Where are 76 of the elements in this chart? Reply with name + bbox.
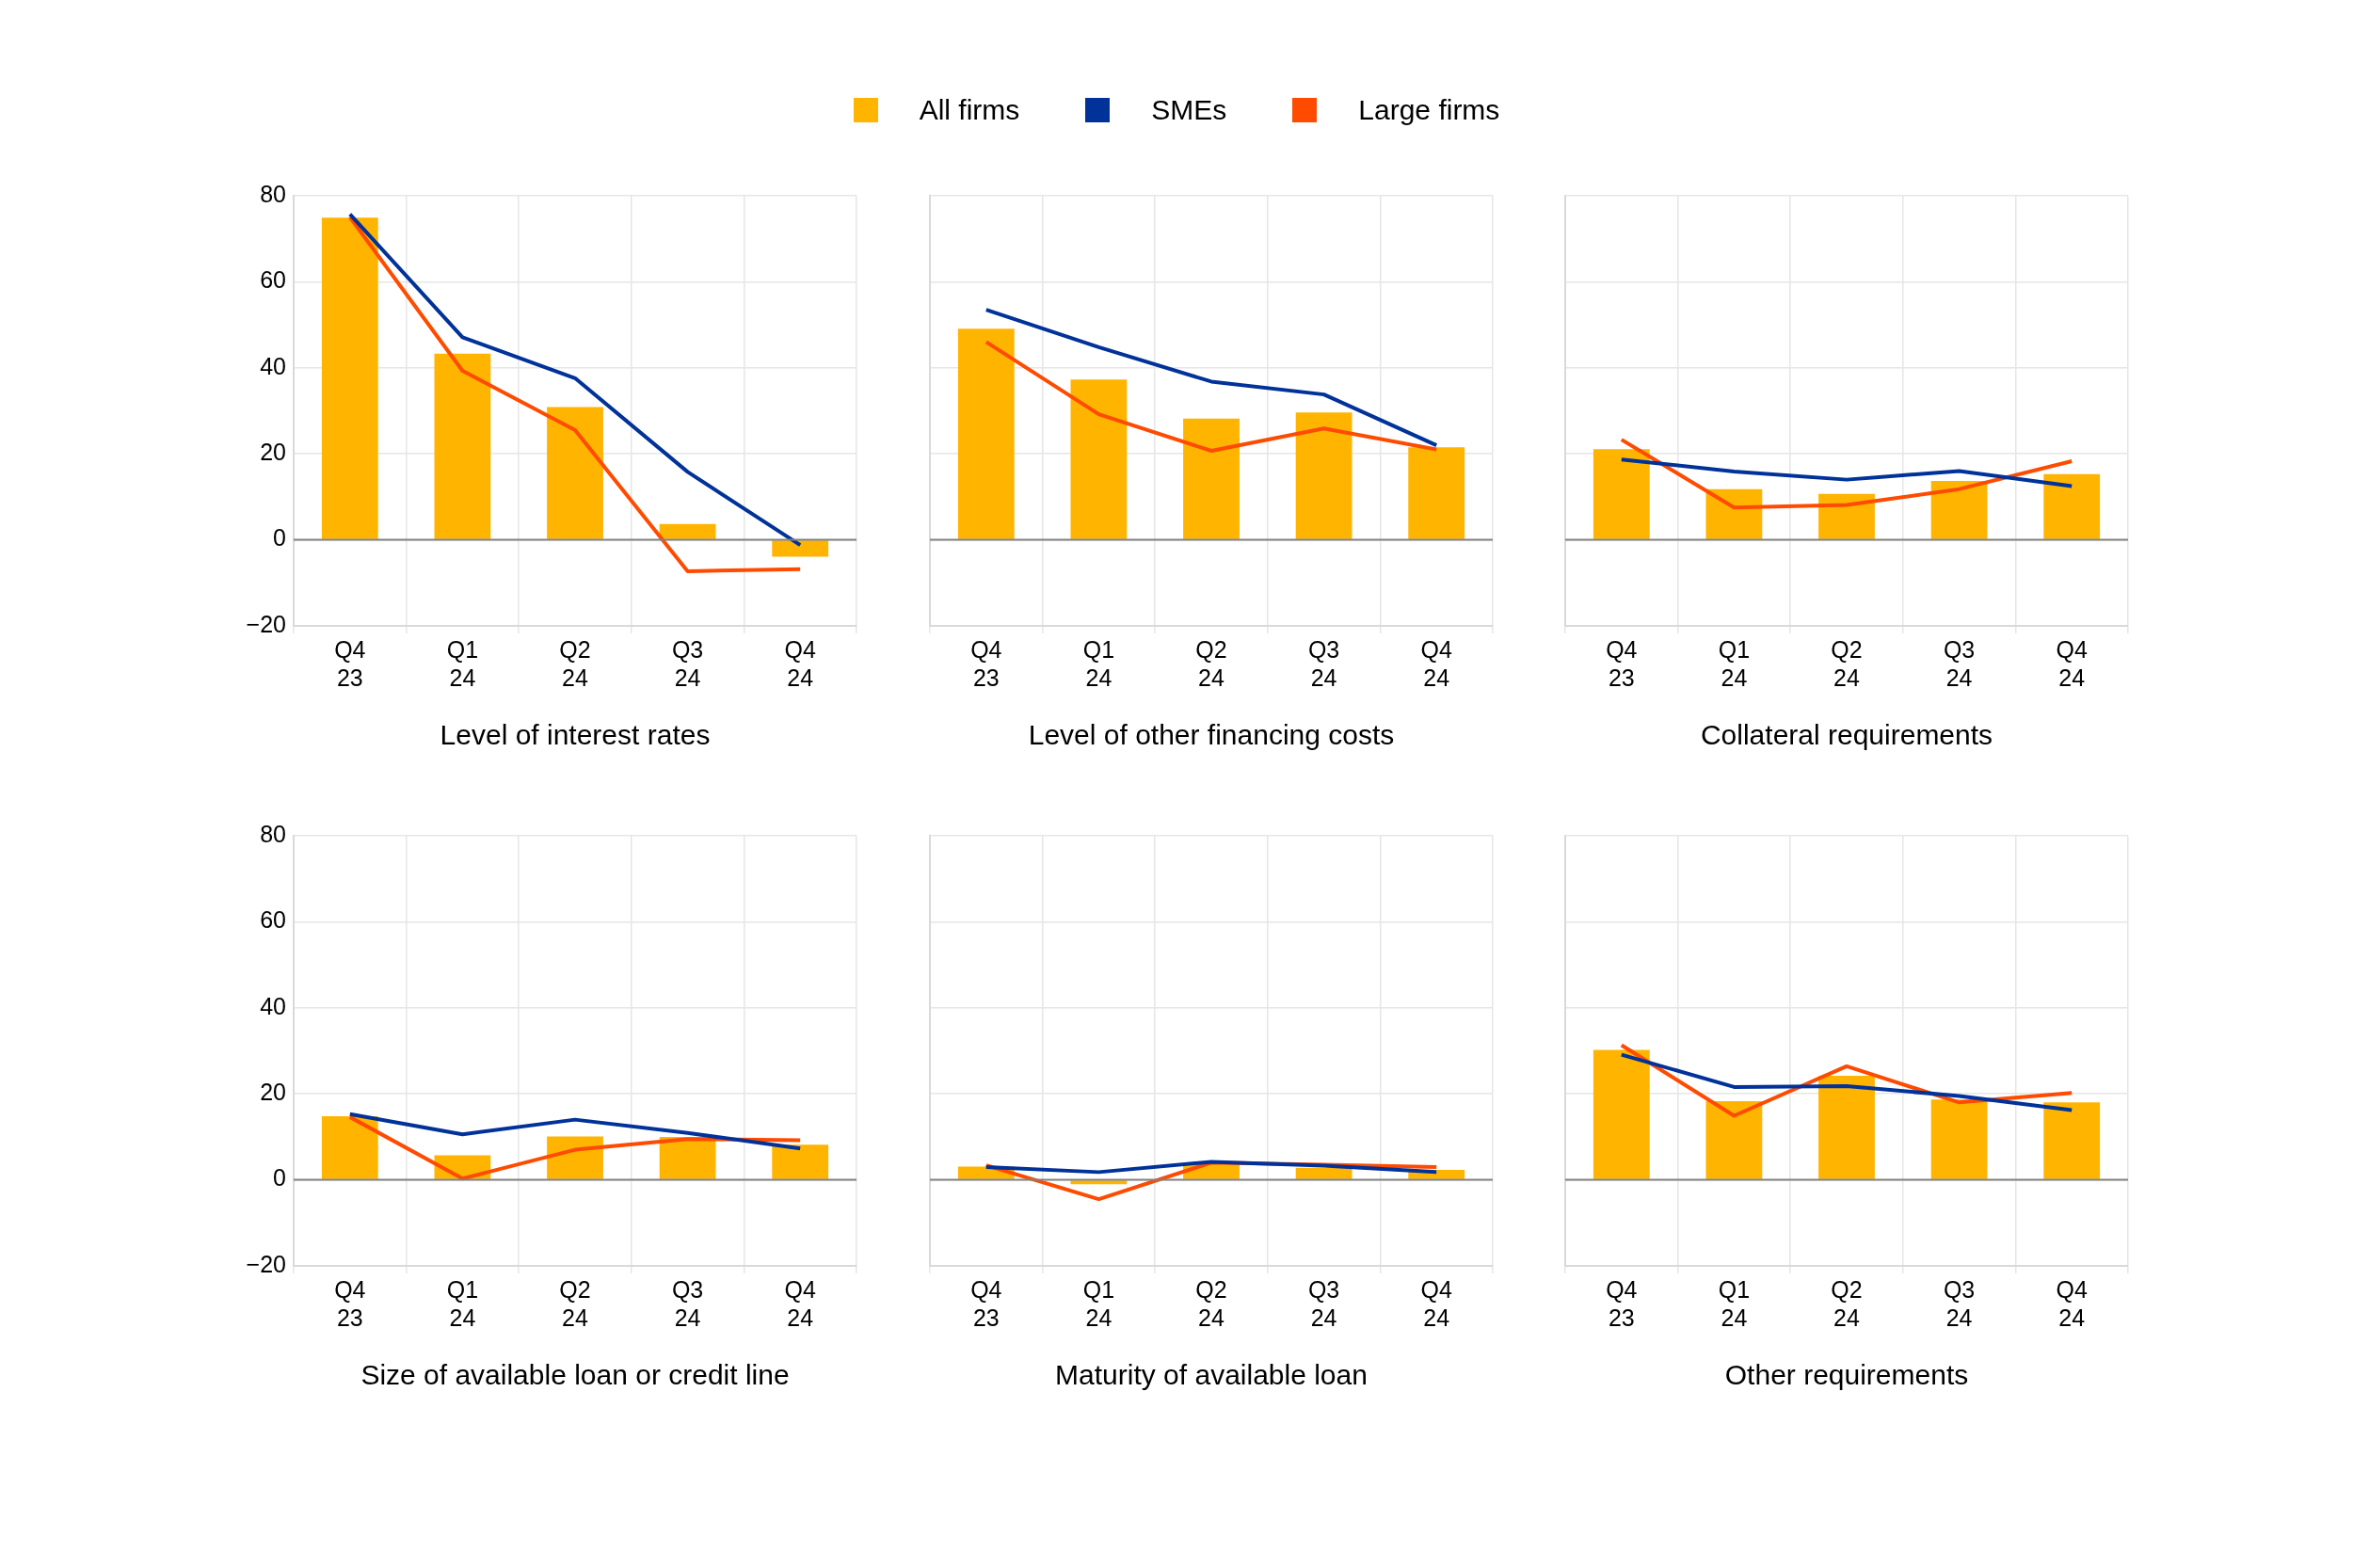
x-tick-label: Q2 24 <box>559 1275 591 1331</box>
bar <box>1705 488 1763 539</box>
x-tick-label: Q4 24 <box>784 1275 816 1331</box>
y-tick-label: −20 <box>246 610 286 637</box>
y-tick-label: 60 <box>260 266 286 294</box>
x-tick-label: Q3 24 <box>1943 635 1976 691</box>
x-tick-label: Q3 24 <box>1307 635 1340 691</box>
x-axis-title: Size of available loan or credit line <box>360 1359 790 1391</box>
y-tick-label: 0 <box>273 1164 286 1192</box>
x-tick-label: Q4 23 <box>1606 1275 1638 1331</box>
x-tick-label: Q4 24 <box>2056 635 2088 691</box>
bar <box>1705 1100 1763 1179</box>
x-tick-label: Q2 24 <box>1195 1275 1227 1331</box>
legend-label: All firms <box>919 94 1020 126</box>
x-tick-label: Q2 24 <box>1831 635 1863 691</box>
legend-label: SMEs <box>1151 94 1227 126</box>
y-tick-label: 80 <box>260 180 286 207</box>
bar <box>2043 473 2101 539</box>
x-axis-title: Level of interest rates <box>440 719 711 751</box>
x-tick-label: Q2 24 <box>1831 1275 1863 1331</box>
bar <box>2043 1102 2101 1179</box>
bar <box>772 1144 829 1179</box>
bar <box>1593 1049 1650 1179</box>
x-tick-label: Q4 24 <box>784 635 816 691</box>
x-tick-label: Q4 23 <box>1606 635 1638 691</box>
bar <box>547 1136 603 1179</box>
bar <box>1818 1076 1875 1179</box>
bar <box>1295 412 1353 539</box>
x-tick-label: Q1 24 <box>446 1275 479 1331</box>
bar <box>1593 449 1650 539</box>
x-axis-title: Collateral requirements <box>1700 719 1993 751</box>
bar <box>659 1136 716 1179</box>
x-tick-label: Q1 24 <box>446 635 479 691</box>
x-tick-label: Q3 24 <box>671 1275 704 1331</box>
x-axis-title: Other requirements <box>1724 1359 1969 1391</box>
bar <box>772 540 829 557</box>
y-tick-label: 20 <box>260 1079 286 1106</box>
bar <box>957 328 1015 539</box>
x-tick-label: Q3 24 <box>1307 1275 1340 1331</box>
x-tick-label: Q4 23 <box>334 1275 366 1331</box>
bar <box>1070 379 1128 539</box>
bar <box>321 1115 378 1179</box>
x-tick-label: Q4 23 <box>970 635 1002 691</box>
x-tick-label: Q2 24 <box>559 635 591 691</box>
x-axis-title: Level of other financing costs <box>1028 719 1395 751</box>
y-tick-label: 0 <box>273 524 286 552</box>
x-tick-label: Q3 24 <box>671 635 704 691</box>
bar <box>1930 480 1988 539</box>
legend-label: Large firms <box>1358 94 1500 126</box>
y-tick-label: 80 <box>260 820 286 847</box>
x-tick-label: Q4 24 <box>1420 635 1452 691</box>
x-tick-label: Q3 24 <box>1943 1275 1976 1331</box>
y-tick-label: 40 <box>260 352 286 379</box>
bar <box>1818 493 1875 539</box>
bar <box>1408 447 1465 539</box>
x-tick-label: Q1 24 <box>1718 1275 1751 1331</box>
y-tick-label: −20 <box>246 1250 286 1277</box>
bar <box>434 353 491 539</box>
y-tick-label: 40 <box>260 992 286 1019</box>
x-tick-label: Q1 24 <box>1082 1275 1115 1331</box>
bar <box>321 217 378 539</box>
x-axis-title: Maturity of available loan <box>1055 1359 1368 1391</box>
x-tick-label: Q2 24 <box>1195 635 1227 691</box>
x-tick-label: Q4 24 <box>2056 1275 2088 1331</box>
x-tick-label: Q1 24 <box>1718 635 1751 691</box>
y-tick-label: 20 <box>260 439 286 466</box>
bar <box>1930 1099 1988 1179</box>
bar <box>1183 418 1240 539</box>
x-tick-label: Q1 24 <box>1082 635 1115 691</box>
bar <box>547 407 603 539</box>
bar <box>659 523 716 539</box>
x-tick-label: Q4 23 <box>334 635 366 691</box>
x-tick-label: Q4 24 <box>1420 1275 1452 1331</box>
y-tick-label: 60 <box>260 906 286 934</box>
bar <box>1295 1167 1353 1179</box>
x-tick-label: Q4 23 <box>970 1275 1002 1331</box>
